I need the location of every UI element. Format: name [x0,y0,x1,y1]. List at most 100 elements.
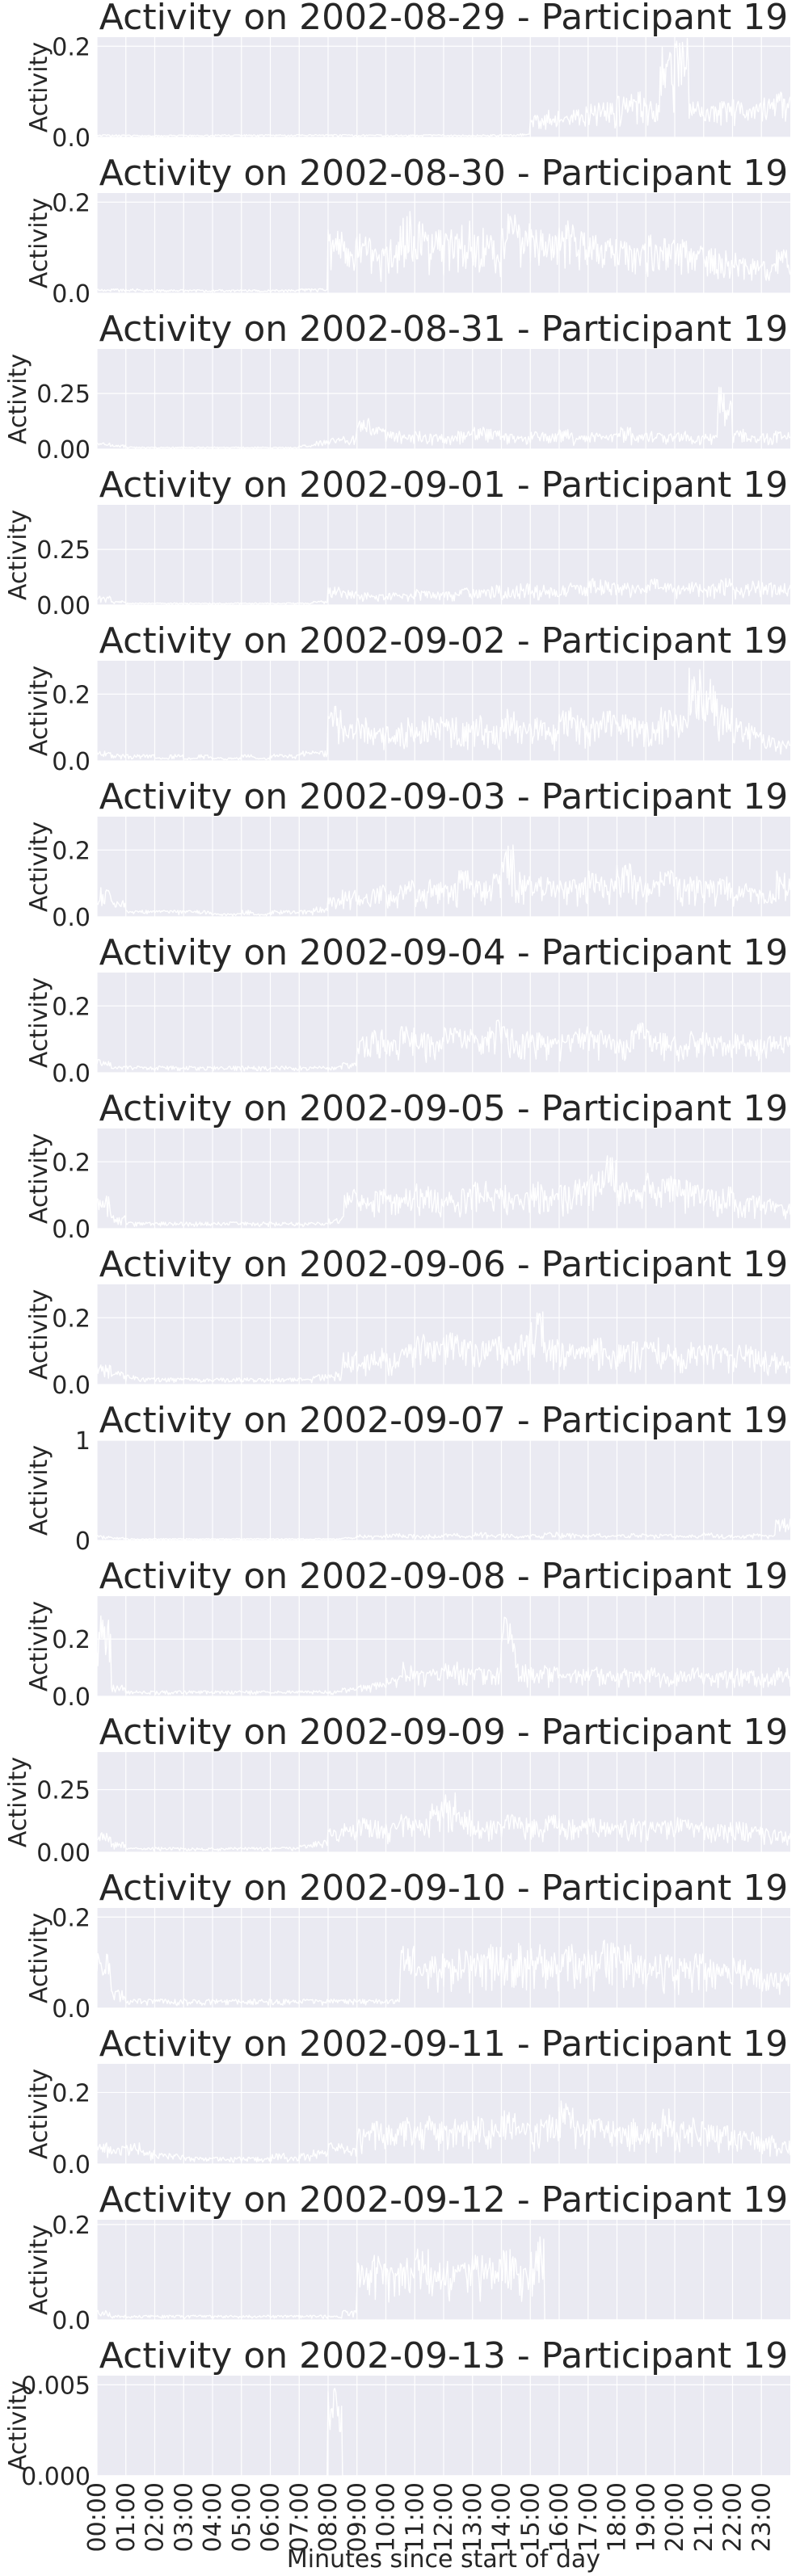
y-tick-label: 0.2 [52,1149,91,1177]
activity-line [96,386,791,449]
y-tick-label: 0.00 [36,592,91,620]
x-tick-label: 17:00 [575,2482,603,2552]
panel-4: Activity on 2002-09-01 - Participant 19 0… [4,464,791,620]
y-tick-label: 0.2 [52,681,91,709]
panel-title: Activity on 2002-09-08 - Participant 19 [99,1556,788,1597]
y-tick-label: 0.2 [52,33,91,61]
y-tick-label: 1 [75,1427,91,1456]
y-tick-label: 0.0 [52,2151,91,2179]
panel-title: Activity on 2002-09-04 - Participant 19 [99,932,788,973]
y-tick-label: 0.2 [52,837,91,865]
y-tick-label: 0.2 [52,2212,91,2240]
x-tick-label: 23:00 [747,2482,776,2552]
y-tick-label: 0.2 [52,1305,91,1333]
panel-15: Activity on 2002-09-12 - Participant 19 0… [25,2179,790,2335]
panel-7: Activity on 2002-09-04 - Participant 19 0… [25,932,791,1088]
panel-9: Activity on 2002-09-06 - Participant 19 0… [25,1244,791,1400]
y-tick-label: 0.005 [21,2372,91,2400]
activity-line [96,1792,791,1851]
y-axis-label: Activity [25,42,53,132]
panel-16: Activity on 2002-09-13 - Participant 19 0… [4,2335,790,2491]
activity-line [96,1518,791,1541]
x-tick-label: 19:00 [632,2482,660,2552]
y-tick-label: 0.0 [52,280,91,309]
panel-title: Activity on 2002-09-03 - Participant 19 [99,776,788,817]
panel-13: Activity on 2002-09-10 - Participant 19 0… [25,1868,791,2023]
panel-title: Activity on 2002-08-31 - Participant 19 [99,309,788,350]
panel-8: Activity on 2002-09-05 - Participant 19 0… [25,1088,791,1244]
panel-title: Activity on 2002-09-02 - Participant 19 [99,620,788,662]
y-axis-label: Activity [25,1133,53,1224]
y-axis-label: Activity [25,666,53,756]
panel-5: Activity on 2002-09-02 - Participant 19 0… [25,620,791,776]
activity-line [96,667,791,761]
panel-3: Activity on 2002-08-31 - Participant 19 0… [4,309,791,464]
y-tick-label: 0.000 [21,2463,91,2491]
y-axis-label: Activity [25,198,53,288]
y-axis-label: Activity [4,510,32,600]
activity-line [96,2100,791,2163]
x-tick-label: 07:00 [285,2482,314,2552]
y-tick-label: 0.2 [52,189,91,217]
y-tick-label: 0.00 [36,1839,91,1868]
panel-title: Activity on 2002-09-05 - Participant 19 [99,1088,788,1129]
x-tick-label: 01:00 [112,2482,141,2552]
panel-title: Activity on 2002-08-30 - Participant 19 [99,153,788,194]
panel-12: Activity on 2002-09-09 - Participant 19 0… [4,1712,791,1868]
panel-11: Activity on 2002-09-08 - Participant 19 0… [25,1556,791,1712]
panel-title: Activity on 2002-09-12 - Participant 19 [99,2179,788,2221]
activity-line [96,211,791,293]
y-axis-label: Activity [25,977,53,1068]
y-tick-label: 0.0 [52,1683,91,1712]
x-axis-label: Minutes since start of day [287,2545,600,2574]
y-tick-label: 0.25 [36,536,91,565]
y-tick-label: 0.0 [52,748,91,776]
panel-title: Activity on 2002-09-07 - Participant 19 [99,1400,788,1441]
y-axis-label: Activity [25,2225,53,2315]
y-tick-label: 0.2 [52,1626,91,1654]
x-tick-label: 22:00 [719,2482,747,2552]
x-tick-label: 15:00 [516,2482,545,2552]
panel-6: Activity on 2002-09-03 - Participant 19 0… [25,776,791,932]
activity-line [96,1939,791,2007]
y-tick-label: 0.00 [36,436,91,464]
y-axis-label: Activity [25,1445,53,1536]
y-axis-label: Activity [25,2069,53,2159]
x-tick-label: 18:00 [604,2482,632,2552]
y-tick-label: 0.0 [52,1216,91,1244]
y-tick-label: 0.0 [52,124,91,153]
activity-line [96,1615,791,1696]
y-tick-label: 0.0 [52,1372,91,1400]
y-tick-label: 0.2 [52,2079,91,2107]
y-axis-label: Activity [25,1913,53,2003]
y-axis-label: Activity [25,822,53,912]
x-tick-label: 09:00 [343,2482,372,2552]
x-tick-label: 13:00 [459,2482,487,2552]
panel-2: Activity on 2002-08-30 - Participant 19 0… [25,153,791,309]
y-tick-label: 0.0 [52,2307,91,2335]
activity-line [96,2236,790,2321]
x-tick-label: 14:00 [488,2482,516,2552]
y-axis-label: Activity [25,1289,53,1380]
panel-1: Activity on 2002-08-29 - Participant 19 0… [25,0,791,153]
activity-line [96,1311,791,1384]
y-tick-label: 0 [75,1528,91,1556]
panel-title: Activity on 2002-09-01 - Participant 19 [99,464,788,506]
x-tick-label: 03:00 [170,2482,198,2552]
activity-line [96,1155,791,1228]
y-axis-label: Activity [4,1757,32,1847]
x-tick-label: 12:00 [430,2482,458,2552]
panel-title: Activity on 2002-09-11 - Participant 19 [99,2023,788,2065]
panel-title: Activity on 2002-09-10 - Participant 19 [99,1868,788,1909]
panel-14: Activity on 2002-09-11 - Participant 19 0… [25,2023,791,2179]
x-tick-label: 00:00 [83,2482,112,2552]
y-tick-label: 0.2 [52,1904,91,1932]
x-tick-label: 11:00 [401,2482,429,2552]
y-tick-label: 0.25 [36,380,91,409]
y-axis-label: Activity [25,1601,53,1691]
activity-line [96,37,791,137]
x-tick-label: 06:00 [257,2482,285,2552]
activity-line [96,1019,791,1072]
activity-line [97,2388,790,2477]
